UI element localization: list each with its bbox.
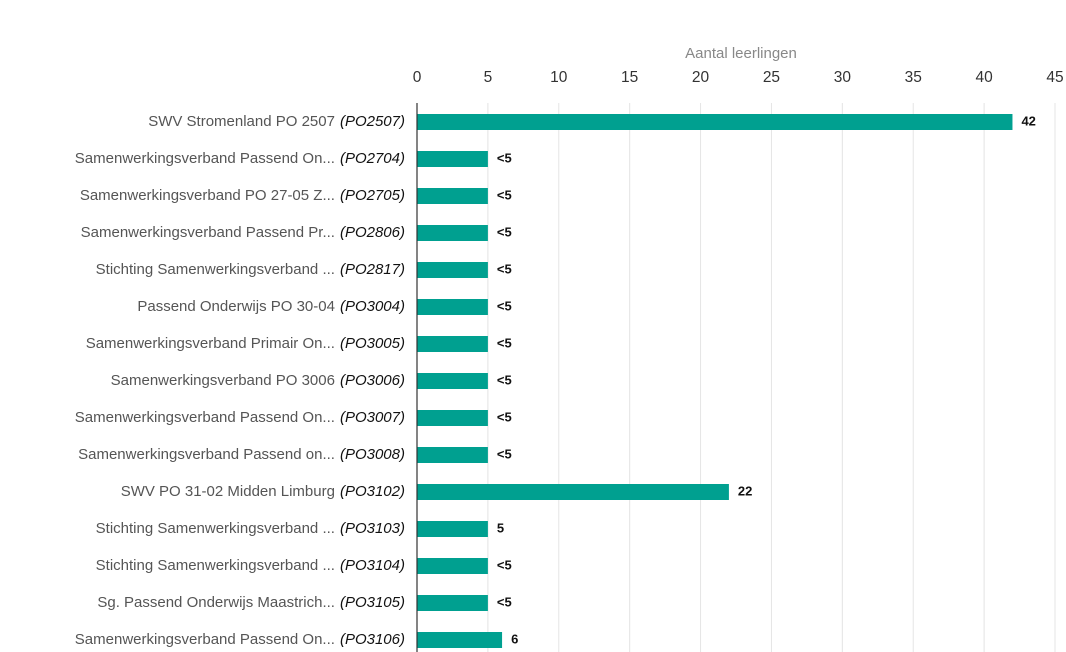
category-code: (PO3005) bbox=[340, 335, 405, 352]
category-code: (PO3105) bbox=[340, 594, 405, 611]
category-code: (PO3103) bbox=[340, 520, 405, 537]
bar bbox=[417, 447, 488, 463]
category-code: (PO3104) bbox=[340, 557, 405, 574]
category-label: Samenwerkingsverband Passend on... (PO300… bbox=[78, 446, 405, 463]
bar bbox=[417, 558, 488, 574]
category-label: Stichting Samenwerkingsverband ... (PO310… bbox=[96, 557, 405, 574]
value-label: <5 bbox=[497, 187, 512, 202]
category-code: (PO2806) bbox=[340, 224, 405, 241]
value-label: 6 bbox=[511, 631, 518, 646]
axis-title: Aantal leerlingen bbox=[685, 45, 797, 62]
bar bbox=[417, 188, 488, 204]
x-tick-label: 20 bbox=[692, 69, 710, 86]
category-name: Stichting Samenwerkingsverband ... bbox=[96, 261, 335, 278]
category-name: Stichting Samenwerkingsverband ... bbox=[96, 557, 335, 574]
category-label: Stichting Samenwerkingsverband ... (PO310… bbox=[96, 520, 405, 537]
bar bbox=[417, 484, 729, 500]
x-tick-label: 30 bbox=[834, 69, 852, 86]
bar bbox=[417, 262, 488, 278]
category-code: (PO3106) bbox=[340, 631, 405, 648]
category-code: (PO3004) bbox=[340, 298, 405, 315]
category-name: Samenwerkingsverband PO 3006 bbox=[111, 372, 335, 389]
value-label: <5 bbox=[497, 224, 512, 239]
category-name: Samenwerkingsverband Passend On... bbox=[75, 631, 335, 648]
category-code: (PO2507) bbox=[340, 113, 405, 130]
value-label: 5 bbox=[497, 520, 504, 535]
category-label: Samenwerkingsverband Passend On... (PO270… bbox=[75, 150, 405, 167]
value-label: <5 bbox=[497, 594, 512, 609]
category-code: (PO3008) bbox=[340, 446, 405, 463]
value-label: 22 bbox=[738, 483, 752, 498]
category-name: Samenwerkingsverband PO 27-05 Z... bbox=[80, 187, 335, 204]
category-name: Passend Onderwijs PO 30-04 bbox=[137, 298, 335, 315]
x-tick-label: 40 bbox=[975, 69, 993, 86]
x-tick-label: 10 bbox=[550, 69, 568, 86]
x-tick-label: 15 bbox=[621, 69, 638, 86]
category-code: (PO2704) bbox=[340, 150, 405, 167]
x-tick-label: 25 bbox=[763, 69, 780, 86]
category-label: SWV PO 31-02 Midden Limburg (PO3102) bbox=[121, 483, 405, 500]
value-label: <5 bbox=[497, 446, 512, 461]
category-name: Samenwerkingsverband Primair On... bbox=[86, 335, 335, 352]
category-name: Samenwerkingsverband Passend On... bbox=[75, 409, 335, 426]
value-label: <5 bbox=[497, 409, 512, 424]
bar bbox=[417, 632, 503, 648]
category-label: Samenwerkingsverband Passend Pr... (PO280… bbox=[81, 224, 405, 241]
category-name: Samenwerkingsverband Passend On... bbox=[75, 150, 335, 167]
value-label: <5 bbox=[497, 557, 512, 572]
category-label: Stichting Samenwerkingsverband ... (PO281… bbox=[96, 261, 405, 278]
value-label: <5 bbox=[497, 298, 512, 313]
category-name: Samenwerkingsverband Passend Pr... bbox=[81, 224, 335, 241]
bar bbox=[417, 151, 488, 167]
category-label: Samenwerkingsverband Passend On... (PO300… bbox=[75, 409, 405, 426]
category-code: (PO3007) bbox=[340, 409, 405, 426]
bar bbox=[417, 410, 488, 426]
x-tick-label: 45 bbox=[1046, 69, 1063, 86]
category-label: Samenwerkingsverband Passend On... (PO310… bbox=[75, 631, 405, 648]
x-tick-label: 35 bbox=[905, 69, 922, 86]
category-code: (PO3006) bbox=[340, 372, 405, 389]
category-label: Samenwerkingsverband Primair On... (PO300… bbox=[86, 335, 405, 352]
bar bbox=[417, 114, 1013, 130]
bar bbox=[417, 373, 488, 389]
bar bbox=[417, 336, 488, 352]
bar bbox=[417, 521, 488, 537]
category-name: SWV PO 31-02 Midden Limburg bbox=[121, 483, 335, 500]
category-label: Samenwerkingsverband PO 3006 (PO3006) bbox=[111, 372, 405, 389]
value-label: <5 bbox=[497, 335, 512, 350]
bar bbox=[417, 225, 488, 241]
value-label: <5 bbox=[497, 261, 512, 276]
x-tick-label: 0 bbox=[413, 69, 422, 86]
category-name: Stichting Samenwerkingsverband ... bbox=[96, 520, 335, 537]
category-label: Sg. Passend Onderwijs Maastrich... (PO310… bbox=[97, 594, 405, 611]
value-label: 42 bbox=[1021, 113, 1035, 128]
category-name: SWV Stromenland PO 2507 bbox=[148, 113, 335, 130]
bar bbox=[417, 299, 488, 315]
x-tick-label: 5 bbox=[484, 69, 493, 86]
category-code: (PO3102) bbox=[340, 483, 405, 500]
category-label: SWV Stromenland PO 2507 (PO2507) bbox=[148, 113, 405, 130]
category-name: Sg. Passend Onderwijs Maastrich... bbox=[97, 594, 335, 611]
category-code: (PO2705) bbox=[340, 187, 405, 204]
value-label: <5 bbox=[497, 150, 512, 165]
value-label: <5 bbox=[497, 372, 512, 387]
category-name: Samenwerkingsverband Passend on... bbox=[78, 446, 335, 463]
category-code: (PO2817) bbox=[340, 261, 405, 278]
category-label: Samenwerkingsverband PO 27-05 Z... (PO270… bbox=[80, 187, 405, 204]
bar bbox=[417, 595, 488, 611]
category-label: Passend Onderwijs PO 30-04 (PO3004) bbox=[137, 298, 405, 315]
